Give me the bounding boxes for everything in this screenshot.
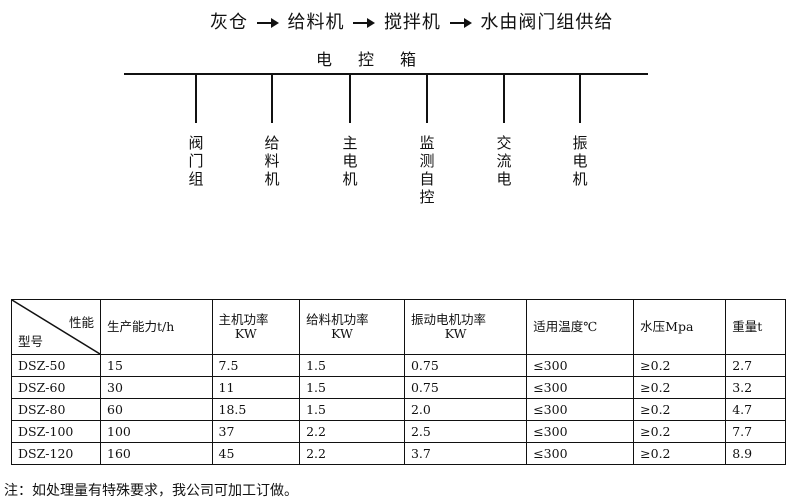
corner-label-performance: 性能 — [68, 315, 94, 330]
value-cell: 11 — [211, 376, 301, 399]
branch-label-feeder: 给料机 — [264, 134, 280, 188]
branch-line-main-motor — [349, 75, 351, 123]
table-header-row: 性能 型号 生产能力t/h 主机功率 KW 给料机功率 KW 振动电机功率 KW 适用… — [11, 299, 786, 355]
value-cell: 100 — [100, 420, 213, 443]
value-cell: ≥0.2 — [633, 354, 727, 377]
value-cell: 1.5 — [299, 398, 405, 421]
branch-label-vibration-motor: 振电机 — [572, 134, 588, 188]
flow-step-mixer: 搅拌机 — [383, 12, 441, 33]
model-cell: DSZ-100 — [11, 420, 101, 443]
spec-table: 性能 型号 生产能力t/h 主机功率 KW 给料机功率 KW 振动电机功率 KW 适用… — [11, 299, 786, 465]
value-cell: ≤300 — [526, 420, 635, 443]
value-cell: 2.0 — [403, 398, 528, 421]
value-cell: 2.7 — [725, 354, 786, 377]
value-cell: 18.5 — [211, 398, 301, 421]
value-cell: ≤300 — [526, 354, 635, 377]
value-cell: 60 — [100, 398, 213, 421]
value-cell: 30 — [100, 376, 213, 399]
table-corner-cell: 性能 型号 — [11, 299, 101, 355]
value-cell: ≥0.2 — [633, 442, 727, 465]
model-cell: DSZ-120 — [11, 442, 101, 465]
value-cell: 0.75 — [403, 354, 528, 377]
model-cell: DSZ-80 — [11, 398, 101, 421]
branch-line-vibration-motor — [579, 75, 581, 123]
value-cell: 7.7 — [725, 420, 786, 443]
branch-label-ac-power: 交流电 — [496, 134, 512, 188]
branch-label-valve-group: 阀门组 — [188, 134, 204, 188]
header-vibration-motor-power: 振动电机功率 KW — [403, 299, 528, 355]
control-box-bus-line — [124, 73, 648, 75]
branch-line-valve — [195, 75, 197, 123]
header-weight: 重量t — [725, 299, 786, 355]
table-row: DSZ-60 30 11 1.5 0.75 ≤300 ≥0.2 3.2 — [11, 376, 786, 399]
model-cell: DSZ-50 — [11, 354, 101, 377]
value-cell: 2.2 — [299, 442, 405, 465]
value-cell: 45 — [211, 442, 301, 465]
value-cell: 1.5 — [299, 354, 405, 377]
branch-line-monitor — [426, 75, 428, 123]
table-row: DSZ-100 100 37 2.2 2.5 ≤300 ≥0.2 7.7 — [11, 420, 786, 443]
branch-label-main-motor: 主电机 — [342, 134, 358, 188]
value-cell: ≥0.2 — [633, 398, 727, 421]
flow-step-water-supply: 水由阀门组供给 — [480, 12, 614, 33]
value-cell: 1.5 — [299, 376, 405, 399]
arrow-right-icon — [449, 17, 472, 29]
table-row: DSZ-80 60 18.5 1.5 2.0 ≤300 ≥0.2 4.7 — [11, 398, 786, 421]
value-cell: 160 — [100, 442, 213, 465]
value-cell: ≥0.2 — [633, 420, 727, 443]
arrow-right-icon — [256, 17, 279, 29]
table-row: DSZ-50 15 7.5 1.5 0.75 ≤300 ≥0.2 2.7 — [11, 354, 786, 377]
value-cell: 3.7 — [403, 442, 528, 465]
header-capacity: 生产能力t/h — [100, 299, 213, 355]
model-cell: DSZ-60 — [11, 376, 101, 399]
diagonal-divider — [12, 300, 100, 354]
value-cell: 4.7 — [725, 398, 786, 421]
branch-line-ac-power — [503, 75, 505, 123]
value-cell: 0.75 — [403, 376, 528, 399]
value-cell: 2.2 — [299, 420, 405, 443]
value-cell: 2.5 — [403, 420, 528, 443]
value-cell: ≤300 — [526, 376, 635, 399]
value-cell: ≤300 — [526, 398, 635, 421]
header-feeder-power: 给料机功率 KW — [299, 299, 405, 355]
control-box-title: 电控箱 — [316, 50, 443, 69]
footnote: 注：如处理量有特殊要求，我公司可加工订做。 — [4, 483, 298, 499]
header-temperature: 适用温度℃ — [526, 299, 635, 355]
table-row: DSZ-120 160 45 2.2 3.7 ≤300 ≥0.2 8.9 — [11, 442, 786, 465]
value-cell: 7.5 — [211, 354, 301, 377]
flow-step-feeder: 给料机 — [287, 12, 345, 33]
header-main-power: 主机功率 KW — [211, 299, 301, 355]
value-cell: ≤300 — [526, 442, 635, 465]
corner-label-model: 型号 — [18, 334, 44, 349]
branch-line-feeder — [271, 75, 273, 123]
value-cell: 15 — [100, 354, 213, 377]
value-cell: ≥0.2 — [633, 376, 727, 399]
value-cell: 3.2 — [725, 376, 786, 399]
value-cell: 8.9 — [725, 442, 786, 465]
arrow-right-icon — [353, 17, 376, 29]
flow-step-ash-bin: 灰仓 — [210, 12, 248, 33]
value-cell: 37 — [211, 420, 301, 443]
process-flow: 灰仓 给料机 搅拌机 水由阀门组供给 — [210, 8, 613, 34]
branch-label-monitoring: 监测自控 — [419, 134, 435, 206]
header-water-pressure: 水压Mpa — [633, 299, 727, 355]
